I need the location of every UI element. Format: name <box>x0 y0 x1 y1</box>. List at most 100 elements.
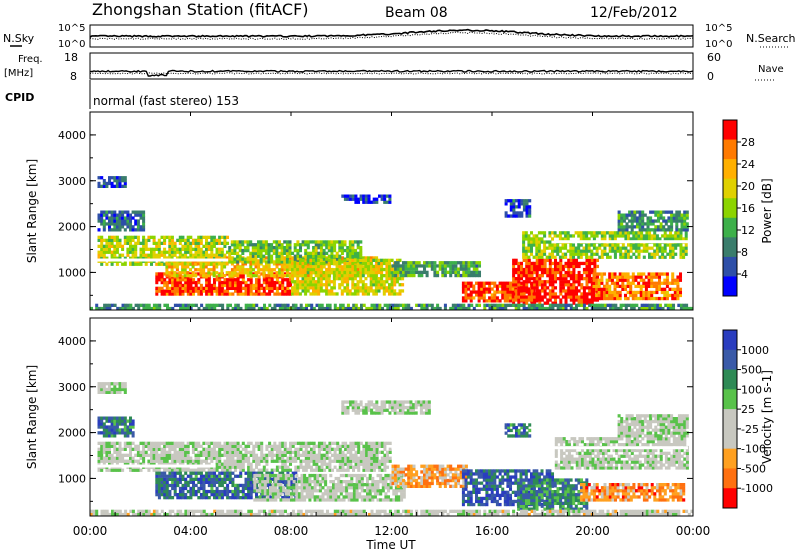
heatmap-cell <box>527 306 531 311</box>
heatmap-cell <box>215 465 219 469</box>
heatmap-cell <box>663 287 667 291</box>
heatmap-cell <box>244 306 248 311</box>
heatmap-cell <box>478 264 482 268</box>
heatmap-cell <box>152 253 156 257</box>
heatmap-cell <box>624 249 628 253</box>
heatmap-cell <box>309 280 313 284</box>
heatmap-cell <box>241 248 245 253</box>
heatmap-cell <box>449 261 453 265</box>
heatmap-cell <box>105 238 109 242</box>
heatmap-cell <box>157 272 161 276</box>
heatmap-cell <box>181 453 185 457</box>
heatmap-cell <box>220 444 224 448</box>
heatmap-cell <box>538 264 542 269</box>
heatmap-cell <box>644 275 648 279</box>
heatmap-cell <box>307 441 311 445</box>
heatmap-cell <box>262 453 266 457</box>
heatmap-cell <box>197 441 201 445</box>
heatmap-cell <box>592 284 596 288</box>
heatmap-cell <box>134 459 138 463</box>
heatmap-cell <box>509 199 513 203</box>
heatmap-cell <box>650 278 654 282</box>
heatmap-cell <box>538 258 542 262</box>
heatmap-cell <box>275 453 279 457</box>
heatmap-cell <box>378 441 382 445</box>
heatmap-cell <box>540 255 544 259</box>
heatmap-cell <box>488 306 492 311</box>
heatmap-cell <box>370 200 374 204</box>
heatmap-cell <box>590 270 594 275</box>
heatmap-cell <box>291 274 295 278</box>
heatmap-cell <box>621 281 625 285</box>
heatmap-cell <box>142 256 146 260</box>
heatmap-cell <box>115 447 119 451</box>
heatmap-cell <box>356 254 360 258</box>
heatmap-cell <box>670 225 674 229</box>
heatmap-cell <box>213 303 217 307</box>
heatmap-cell <box>370 441 374 445</box>
heatmap-cell <box>585 270 589 275</box>
heatmap-cell <box>283 462 287 466</box>
heatmap-cell <box>382 280 386 284</box>
heatmap-cell <box>672 216 676 220</box>
heatmap-cell <box>503 284 507 288</box>
heatmap-cell <box>469 296 473 300</box>
heatmap-cell <box>305 306 309 311</box>
heatmap-cell <box>333 243 337 247</box>
heatmap-cell <box>209 256 213 260</box>
heatmap-cell <box>611 306 615 311</box>
heatmap-cell <box>254 257 258 261</box>
heatmap-cell <box>592 290 596 295</box>
heatmap-cell <box>561 231 565 235</box>
heatmap-cell <box>304 456 308 460</box>
heatmap-cell <box>373 306 377 311</box>
heatmap-cell <box>150 447 154 451</box>
heatmap-cell <box>273 459 277 463</box>
heatmap-cell <box>252 306 256 311</box>
heatmap-cell <box>533 267 537 272</box>
heatmap-cell <box>314 280 318 284</box>
heatmap-cell <box>184 459 188 463</box>
heatmap-cell <box>359 264 363 269</box>
heatmap-cell <box>155 459 159 463</box>
heatmap-cell <box>470 273 474 278</box>
heatmap-cell <box>236 289 240 293</box>
heatmap-cell <box>272 248 276 253</box>
heatmap-cell <box>378 444 382 448</box>
heatmap-cell <box>121 456 125 460</box>
heatmap-cell <box>341 453 345 457</box>
heatmap-cell <box>205 447 209 451</box>
heatmap-cell <box>283 444 287 448</box>
heatmap-cell <box>126 431 130 435</box>
heatmap-cell <box>666 243 670 247</box>
heatmap-cell <box>283 465 287 469</box>
heatmap-cell <box>579 243 583 247</box>
heatmap-cell <box>367 456 371 460</box>
heatmap-cell <box>501 287 505 291</box>
heatmap-cell <box>412 264 416 268</box>
colorbar-tick-label: 4 <box>741 268 748 281</box>
heatmap-cell <box>535 261 539 266</box>
heatmap-cell <box>533 264 537 269</box>
heatmap-cell <box>577 303 581 307</box>
heatmap-cell <box>317 277 321 281</box>
heatmap-cell <box>320 441 324 445</box>
heatmap-cell <box>275 260 279 264</box>
heatmap-cell <box>262 240 266 244</box>
heatmap-cell <box>278 306 282 311</box>
heatmap-cell <box>218 283 222 288</box>
heatmap-cell <box>155 275 159 279</box>
heatmap-cell <box>108 216 112 220</box>
heatmap-cell <box>105 450 109 454</box>
heatmap-cell <box>123 434 127 438</box>
heatmap-cell <box>247 292 251 296</box>
heatmap-cell <box>672 213 676 217</box>
heatmap-cell <box>425 270 429 274</box>
heatmap-cell <box>236 453 240 457</box>
heatmap-cell <box>679 234 683 238</box>
heatmap-cell <box>234 283 238 288</box>
heatmap-cell <box>493 299 497 303</box>
heatmap-cell <box>270 453 274 457</box>
heatmap-cell <box>543 289 547 293</box>
heatmap-cell <box>359 267 363 272</box>
